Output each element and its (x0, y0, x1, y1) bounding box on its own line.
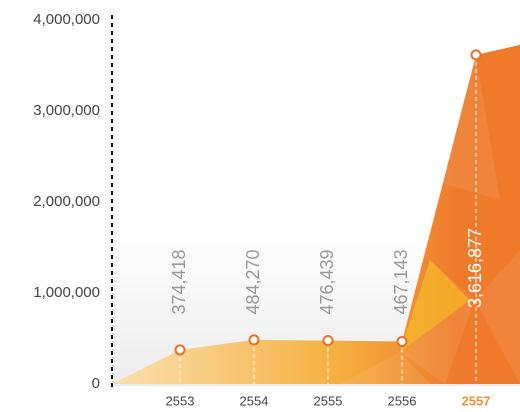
value-label: 374,418 (169, 249, 189, 314)
point (322, 335, 334, 347)
point (470, 49, 482, 61)
texture (430, 50, 500, 200)
value-label: 484,270 (243, 249, 263, 314)
y-tick-label: 2,000,000 (33, 193, 100, 210)
value-label: 467,143 (391, 249, 411, 314)
texture (400, 260, 470, 352)
x-tick-label: 2557 (462, 393, 491, 408)
texture (340, 352, 430, 384)
y-tick-label: 1,000,000 (33, 284, 100, 301)
x-tick-label: 2553 (166, 393, 195, 408)
y-tick-label: 0 (92, 375, 100, 392)
texture (475, 250, 520, 384)
x-tick-label: 2554 (240, 393, 269, 408)
texture (400, 300, 475, 384)
value-label: 476,439 (317, 249, 337, 314)
value-label: 3,616,877 (465, 228, 485, 308)
x-tick-label: 2555 (314, 393, 343, 408)
y-tick-label: 4,000,000 (33, 11, 100, 28)
point (174, 344, 186, 356)
point (396, 335, 408, 347)
point (248, 334, 260, 346)
y-tick-label: 3,000,000 (33, 102, 100, 119)
x-tick-label: 2556 (388, 393, 417, 408)
